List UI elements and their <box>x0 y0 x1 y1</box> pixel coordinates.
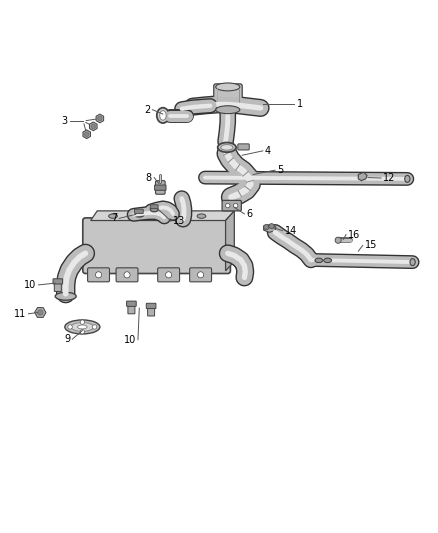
Polygon shape <box>264 224 276 232</box>
Ellipse shape <box>315 258 323 263</box>
Ellipse shape <box>159 110 166 120</box>
Text: 7: 7 <box>111 213 117 223</box>
Circle shape <box>80 329 85 334</box>
Circle shape <box>226 204 230 208</box>
FancyBboxPatch shape <box>127 301 136 306</box>
FancyBboxPatch shape <box>190 268 212 282</box>
FancyBboxPatch shape <box>222 200 241 211</box>
FancyBboxPatch shape <box>155 185 166 190</box>
Text: 12: 12 <box>383 173 396 183</box>
FancyBboxPatch shape <box>150 205 158 209</box>
Circle shape <box>80 320 85 324</box>
FancyBboxPatch shape <box>134 209 143 214</box>
Ellipse shape <box>324 258 332 263</box>
FancyBboxPatch shape <box>53 279 63 284</box>
Circle shape <box>335 237 341 243</box>
FancyBboxPatch shape <box>146 303 156 309</box>
Text: 9: 9 <box>64 334 70 344</box>
Circle shape <box>98 116 102 120</box>
Ellipse shape <box>65 320 100 334</box>
Ellipse shape <box>405 175 410 182</box>
Text: 6: 6 <box>247 209 253 219</box>
Ellipse shape <box>78 325 87 329</box>
Text: 10: 10 <box>124 335 136 345</box>
Circle shape <box>269 223 274 229</box>
Text: 8: 8 <box>146 173 152 183</box>
Ellipse shape <box>221 144 233 150</box>
FancyBboxPatch shape <box>155 181 165 194</box>
Ellipse shape <box>71 322 94 332</box>
Circle shape <box>91 124 95 128</box>
Ellipse shape <box>410 259 415 265</box>
Ellipse shape <box>216 106 240 114</box>
FancyBboxPatch shape <box>238 144 249 150</box>
FancyBboxPatch shape <box>83 218 230 273</box>
Circle shape <box>198 272 204 278</box>
FancyBboxPatch shape <box>214 84 242 111</box>
Ellipse shape <box>197 214 206 219</box>
Text: 13: 13 <box>173 216 185 226</box>
FancyBboxPatch shape <box>128 303 135 314</box>
Text: 11: 11 <box>14 309 26 319</box>
Text: 2: 2 <box>144 104 150 115</box>
Ellipse shape <box>55 292 76 300</box>
Ellipse shape <box>157 108 169 123</box>
Polygon shape <box>358 172 367 181</box>
FancyBboxPatch shape <box>148 305 155 316</box>
Ellipse shape <box>140 209 149 214</box>
Circle shape <box>68 325 72 329</box>
Ellipse shape <box>150 207 158 212</box>
Text: 16: 16 <box>348 230 360 239</box>
Ellipse shape <box>134 212 144 217</box>
FancyBboxPatch shape <box>116 268 138 282</box>
Ellipse shape <box>171 214 180 219</box>
Circle shape <box>264 224 269 230</box>
Polygon shape <box>226 211 234 271</box>
Circle shape <box>95 272 102 278</box>
Circle shape <box>92 325 97 329</box>
Text: 10: 10 <box>24 280 36 290</box>
Text: 3: 3 <box>62 116 68 126</box>
FancyBboxPatch shape <box>158 268 180 282</box>
FancyBboxPatch shape <box>54 281 61 292</box>
Circle shape <box>85 132 89 136</box>
Circle shape <box>166 272 172 278</box>
FancyBboxPatch shape <box>88 268 110 282</box>
Circle shape <box>38 310 43 315</box>
Ellipse shape <box>216 83 240 91</box>
Text: 4: 4 <box>265 146 271 156</box>
Text: 1: 1 <box>297 99 303 109</box>
Ellipse shape <box>109 214 117 219</box>
Text: 5: 5 <box>277 165 283 175</box>
Circle shape <box>124 272 130 278</box>
Circle shape <box>233 204 238 208</box>
Ellipse shape <box>218 142 236 152</box>
Text: 14: 14 <box>285 225 297 236</box>
Text: 15: 15 <box>365 240 377 251</box>
Polygon shape <box>91 211 234 221</box>
